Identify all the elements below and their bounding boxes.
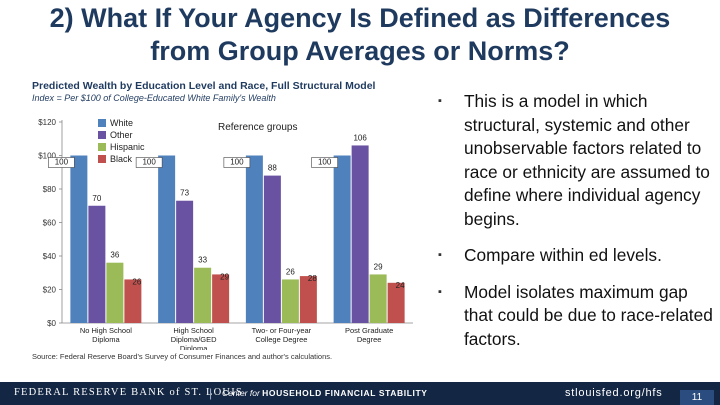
bullet-item: ▪ This is a model in which structural, sy… xyxy=(438,90,713,231)
x-tick-label: Post Graduate xyxy=(345,326,393,335)
y-tick-label: $40 xyxy=(43,252,57,261)
x-tick-label: Diploma xyxy=(180,344,208,350)
x-tick-label: College Degree xyxy=(255,335,307,344)
y-tick-label: $100 xyxy=(38,152,56,161)
bar-black xyxy=(387,282,405,323)
page-number: 11 xyxy=(680,390,714,405)
x-tick-label: Two- or Four-year xyxy=(252,326,312,335)
bar-hispanic xyxy=(281,279,299,323)
bar-black xyxy=(124,279,142,323)
slide-title: 2) What If Your Agency Is Defined as Dif… xyxy=(0,2,720,68)
legend-label: Other xyxy=(110,130,133,140)
bar-other xyxy=(263,175,281,323)
bullet-text: This is a model in which structural, sys… xyxy=(464,91,710,229)
data-label: 100 xyxy=(318,158,332,167)
bar-other xyxy=(351,145,369,323)
footer-bar: FEDERAL RESERVE BANK of ST. LOUIS | Cent… xyxy=(0,382,720,405)
y-tick-label: $80 xyxy=(43,185,57,194)
data-label: 88 xyxy=(268,164,277,173)
y-tick-label: $0 xyxy=(47,319,56,328)
bullet-item: ▪ Model isolates maximum gap that could b… xyxy=(438,281,713,352)
bullet-item: ▪ Compare within ed levels. xyxy=(438,244,713,268)
reference-label-box xyxy=(135,157,163,168)
x-tick-label: Diploma xyxy=(92,335,120,344)
data-label: 73 xyxy=(180,189,189,198)
bullet-square-icon: ▪ xyxy=(438,95,442,107)
chart-subtitle: Index = Per $100 of College-Educated Whi… xyxy=(32,93,276,103)
data-label: 36 xyxy=(110,251,119,260)
bullet-list: ▪ This is a model in which structural, sy… xyxy=(438,90,713,364)
reference-label-box xyxy=(223,157,251,168)
bullet-square-icon: ▪ xyxy=(438,249,442,261)
legend-swatch-other xyxy=(98,131,106,139)
x-tick-label: Degree xyxy=(357,335,382,344)
data-label: 100 xyxy=(55,158,69,167)
bullet-text: Model isolates maximum gap that could be… xyxy=(464,281,713,349)
bar-white xyxy=(333,155,351,323)
footer-center-title: HOUSEHOLD FINANCIAL STABILITY xyxy=(262,388,428,398)
y-tick-label: $60 xyxy=(43,219,57,228)
data-label: 29 xyxy=(220,272,229,281)
bullet-text: Compare within ed levels. xyxy=(464,245,662,265)
data-label: 26 xyxy=(132,277,141,286)
slide-title-line-2: from Group Averages or Norms? xyxy=(150,36,570,66)
bar-chart: $0 $20 $40 $60 $80 $100 $120 100 70 36 26 No High S… xyxy=(38,118,413,350)
reference-label-box xyxy=(48,157,75,168)
reference-groups-annotation: Reference groups xyxy=(218,122,298,133)
bar-black xyxy=(212,274,230,323)
footer-center-prefix: Center for xyxy=(222,388,260,398)
reference-label-box xyxy=(311,157,338,168)
data-label: 24 xyxy=(396,281,405,290)
data-label: 26 xyxy=(286,267,295,276)
bar-hispanic xyxy=(369,274,387,323)
x-tick-label: High School xyxy=(173,326,214,335)
bar-other xyxy=(88,205,106,323)
bar-hispanic xyxy=(194,267,212,323)
data-label: 70 xyxy=(92,194,101,203)
legend-label: Black xyxy=(110,154,133,164)
bar-black xyxy=(299,276,317,323)
footer-center-name: Center for HOUSEHOLD FINANCIAL STABILITY xyxy=(222,388,428,398)
footer-separator: | xyxy=(209,386,213,400)
x-tick-label: No High School xyxy=(80,326,132,335)
chart-source: Source: Federal Reserve Board's Survey o… xyxy=(32,352,333,361)
bar-white xyxy=(70,155,88,323)
legend-swatch-white xyxy=(98,119,106,127)
y-tick-label: $120 xyxy=(38,118,56,127)
y-tick-label: $20 xyxy=(43,286,57,295)
legend-label: Hispanic xyxy=(110,142,145,152)
bar-other xyxy=(176,200,194,323)
legend-label: White xyxy=(110,118,133,128)
x-tick-label: Diploma/GED xyxy=(171,335,217,344)
chart-panel: Predicted Wealth by Education Level and … xyxy=(28,80,428,365)
bar-white xyxy=(158,155,176,323)
chart-title: Predicted Wealth by Education Level and … xyxy=(32,80,376,92)
data-label: 33 xyxy=(198,256,207,265)
footer-org-name: FEDERAL RESERVE BANK of ST. LOUIS xyxy=(14,387,243,398)
legend-swatch-hispanic xyxy=(98,143,106,151)
slide-title-line-1: 2) What If Your Agency Is Defined as Dif… xyxy=(49,3,671,33)
bar-white xyxy=(245,155,263,323)
bar-hispanic xyxy=(106,262,124,323)
legend-swatch-black xyxy=(98,155,106,163)
data-label: 29 xyxy=(374,262,383,271)
data-label: 100 xyxy=(230,158,244,167)
bullet-square-icon: ▪ xyxy=(438,285,442,298)
data-label: 106 xyxy=(353,133,367,142)
footer-url[interactable]: stlouisfed.org/hfs xyxy=(565,387,663,399)
data-label: 28 xyxy=(308,274,317,283)
data-label: 100 xyxy=(142,158,156,167)
